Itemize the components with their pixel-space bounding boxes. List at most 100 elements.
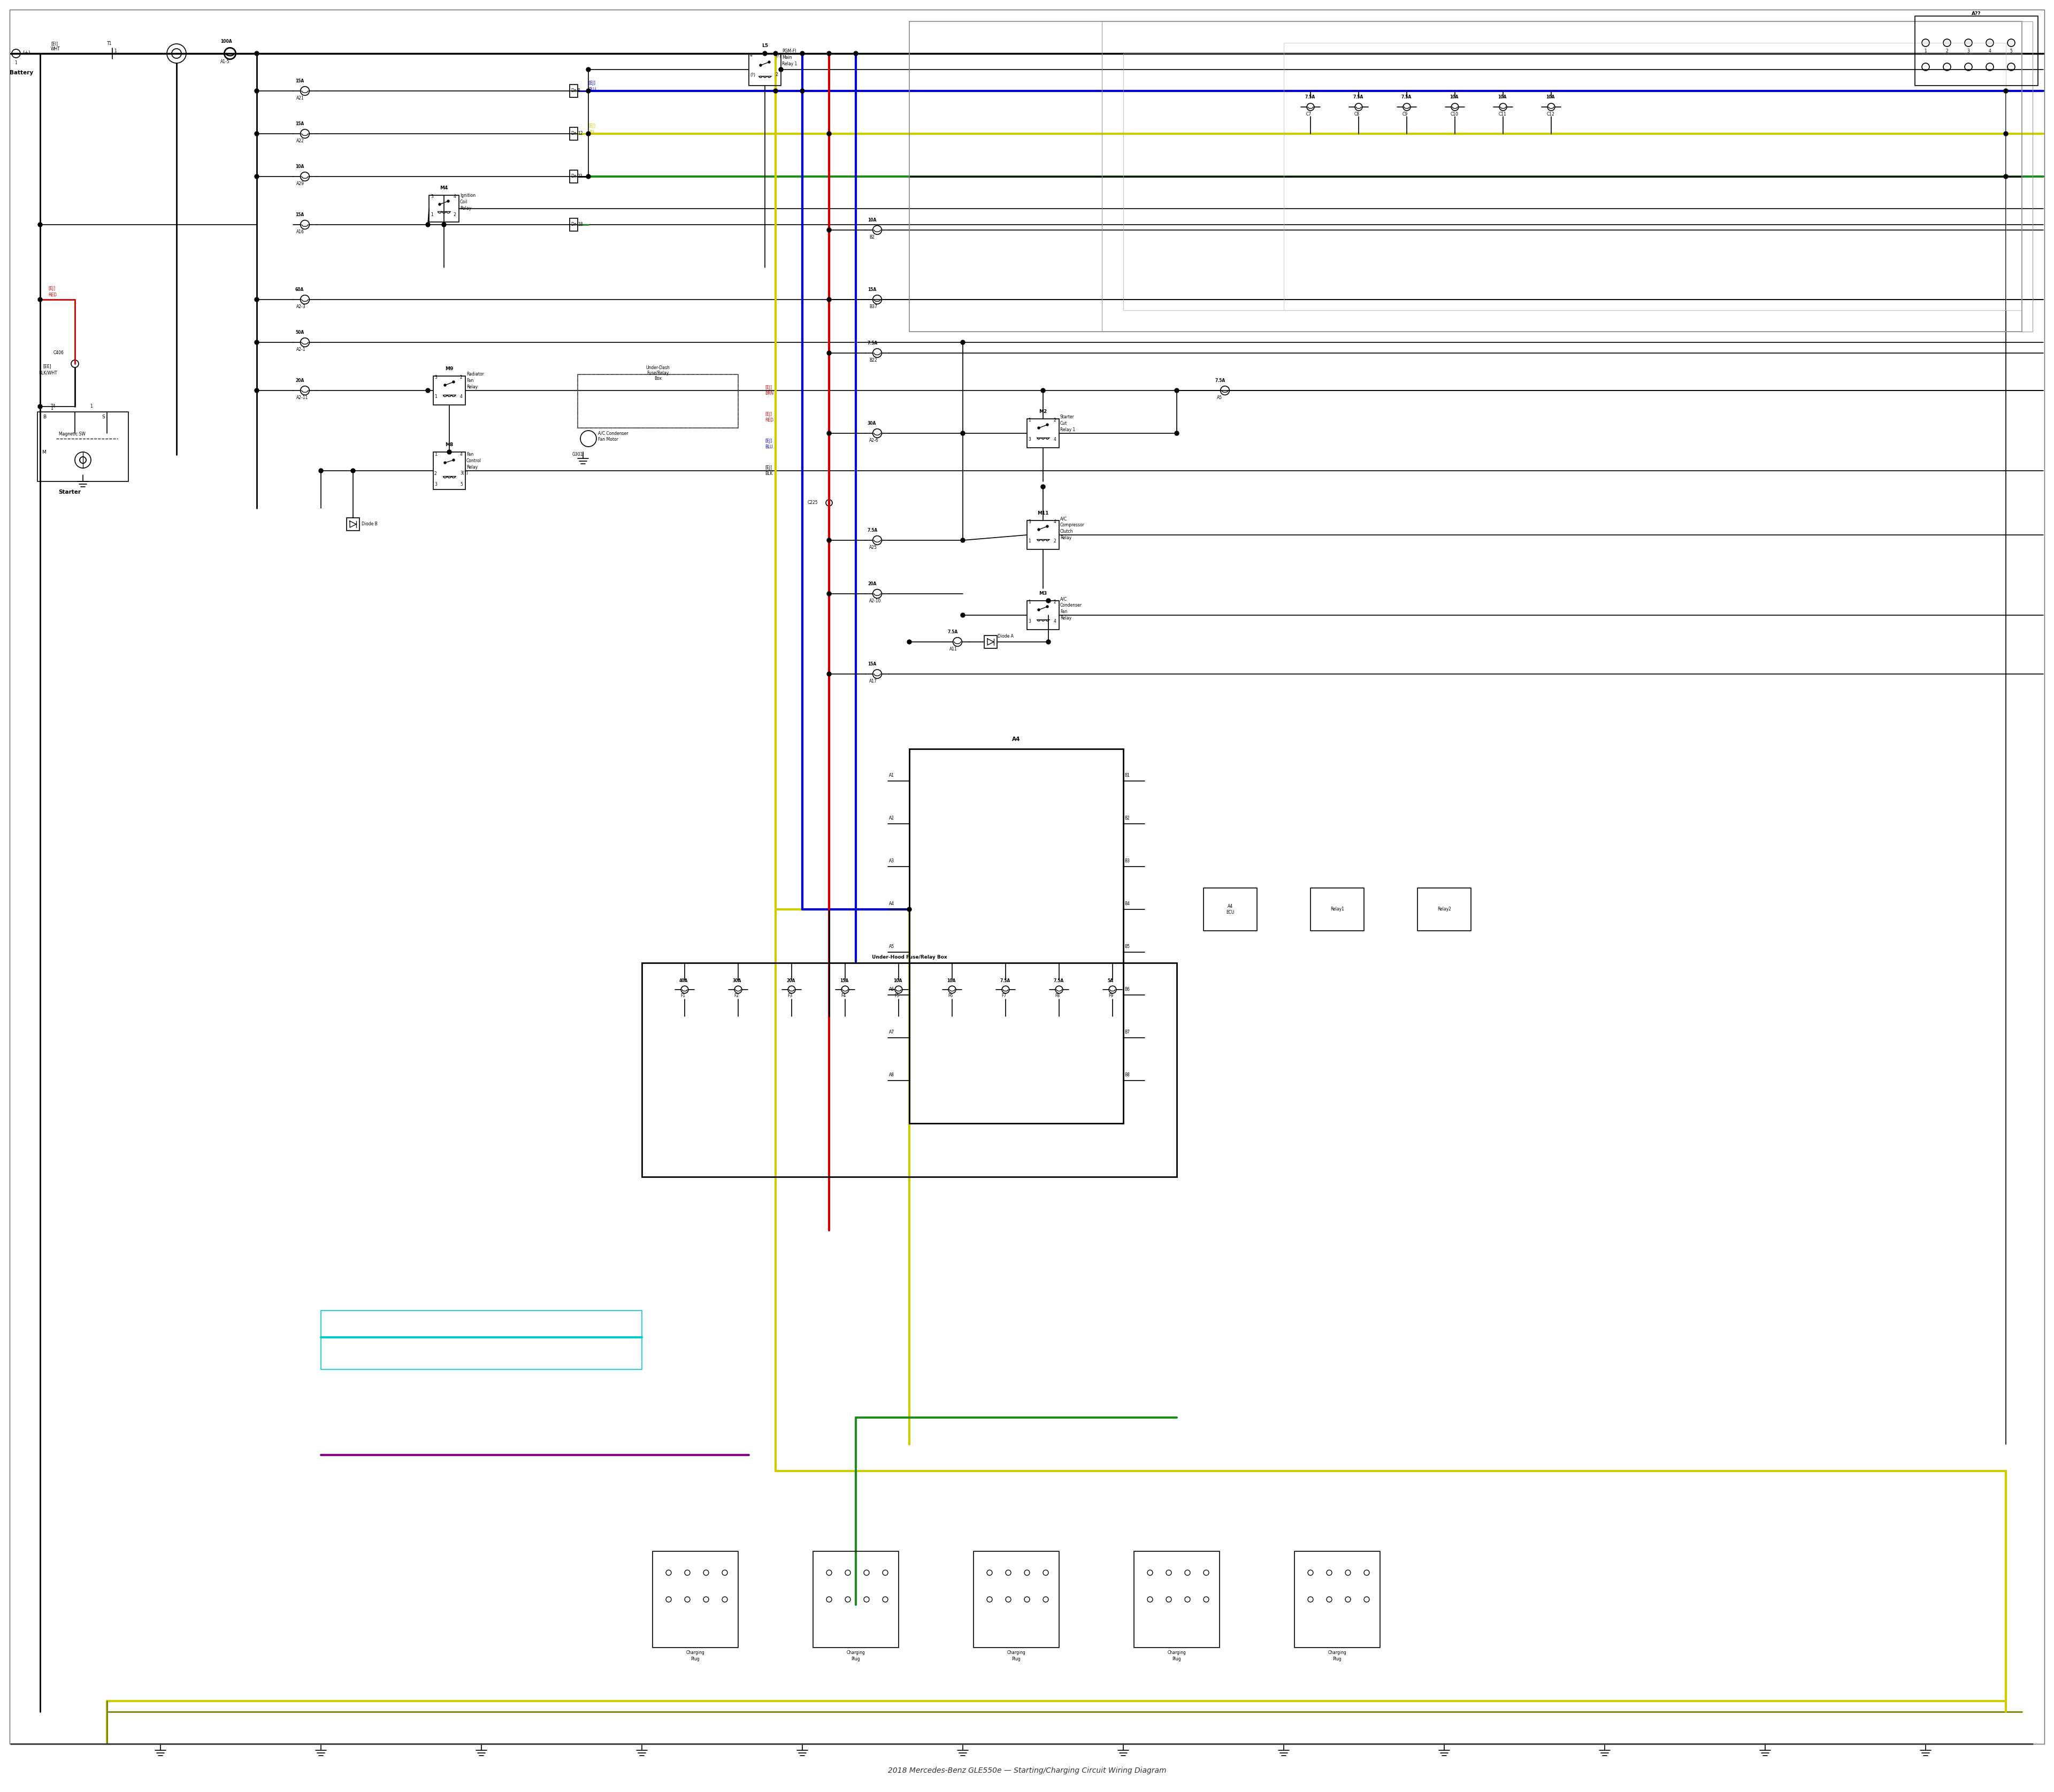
Text: F1: F1 (680, 993, 686, 998)
Text: 3: 3 (431, 195, 433, 199)
Circle shape (448, 201, 450, 202)
Text: [EJ]: [EJ] (587, 124, 596, 127)
Text: B6: B6 (1124, 987, 1130, 993)
Bar (569, 219, 577, 231)
Bar (429, 195, 458, 222)
Text: 12: 12 (577, 131, 583, 136)
Bar (1417, 889, 1471, 930)
Circle shape (2005, 174, 2009, 179)
Text: B8: B8 (1124, 1073, 1130, 1077)
Circle shape (1037, 426, 1039, 428)
Circle shape (255, 90, 259, 93)
Bar (1914, 16, 2038, 86)
Circle shape (425, 222, 429, 228)
Bar (569, 127, 577, 140)
Text: B2: B2 (869, 235, 875, 240)
Text: [EJ]
RED: [EJ] RED (764, 412, 774, 423)
Circle shape (255, 52, 259, 56)
Text: C7: C7 (1306, 113, 1313, 116)
Text: BLU: BLU (587, 88, 596, 91)
Circle shape (778, 68, 783, 72)
Text: Box: Box (653, 376, 661, 382)
Text: Radiator: Radiator (466, 373, 485, 376)
Text: B7: B7 (1124, 1030, 1130, 1034)
Text: M2: M2 (1039, 410, 1048, 414)
Circle shape (908, 907, 912, 912)
Circle shape (37, 405, 43, 409)
Circle shape (828, 297, 832, 301)
Text: A22: A22 (296, 138, 304, 143)
Text: 2: 2 (1054, 539, 1056, 543)
Text: 2018 Mercedes-Benz GLE550e — Starting/Charging Circuit Wiring Diagram: 2018 Mercedes-Benz GLE550e — Starting/Ch… (887, 1767, 1167, 1774)
Circle shape (1041, 389, 1045, 392)
Text: F3: F3 (787, 993, 793, 998)
Text: L5: L5 (762, 43, 768, 48)
Circle shape (37, 222, 43, 228)
Text: 2: 2 (1945, 48, 1949, 54)
Text: A2-3: A2-3 (296, 305, 306, 310)
Text: A4: A4 (889, 901, 893, 907)
Circle shape (828, 672, 832, 676)
Text: Charging: Charging (686, 1650, 705, 1656)
Circle shape (1045, 640, 1050, 643)
Text: Under-Hood Fuse/Relay Box: Under-Hood Fuse/Relay Box (871, 955, 947, 961)
Text: Relay: Relay (1060, 616, 1072, 620)
Text: 15A: 15A (296, 213, 304, 217)
Text: 20A: 20A (296, 378, 304, 383)
Text: Plug: Plug (1333, 1658, 1341, 1661)
Text: 10A: 10A (1547, 95, 1555, 100)
Text: C11: C11 (1499, 113, 1508, 116)
Text: B22: B22 (869, 358, 877, 364)
Text: C8: C8 (1354, 113, 1360, 116)
Text: Compressor: Compressor (1060, 523, 1085, 527)
Bar (320, 1310, 641, 1369)
Text: A5: A5 (1216, 396, 1222, 400)
Text: A??: A?? (1972, 11, 1982, 16)
Text: A6: A6 (889, 987, 893, 993)
Bar (1027, 419, 1060, 448)
Text: Relay: Relay (1060, 536, 1072, 541)
Text: A1-5: A1-5 (220, 59, 230, 65)
Circle shape (828, 591, 832, 597)
Text: A2-6: A2-6 (869, 439, 879, 443)
Circle shape (774, 52, 778, 56)
Circle shape (908, 640, 912, 643)
Text: Relay: Relay (466, 385, 479, 389)
Text: 10A: 10A (1450, 95, 1458, 100)
Circle shape (801, 52, 805, 56)
Text: C225: C225 (807, 500, 817, 505)
Text: Plug: Plug (1013, 1658, 1021, 1661)
Text: 2: 2 (460, 375, 462, 380)
Text: 1: 1 (1029, 539, 1031, 543)
Text: 15A: 15A (296, 122, 304, 127)
Text: F9: F9 (1109, 993, 1113, 998)
Text: A17: A17 (869, 679, 877, 685)
Text: 15A: 15A (867, 661, 877, 667)
Text: 2: 2 (454, 213, 456, 217)
Text: A/C: A/C (1060, 597, 1068, 602)
Text: F7: F7 (1002, 993, 1006, 998)
Text: 1: 1 (1029, 600, 1031, 604)
Text: 40A: 40A (680, 978, 688, 984)
Text: 4: 4 (1988, 48, 1990, 54)
Text: 5: 5 (460, 482, 462, 486)
Text: 1: 1 (113, 48, 117, 54)
Text: 3: 3 (1029, 437, 1031, 443)
Text: B: B (43, 414, 45, 419)
Text: A11: A11 (949, 647, 957, 652)
Circle shape (760, 65, 762, 66)
Bar (347, 518, 359, 530)
Bar (1027, 600, 1060, 629)
Text: A2-11: A2-11 (296, 396, 308, 400)
Text: G301: G301 (573, 452, 583, 457)
Text: 50A: 50A (296, 330, 304, 335)
Text: 30A: 30A (867, 421, 877, 426)
Text: 2: 2 (1054, 418, 1056, 423)
Text: A2: A2 (889, 815, 893, 821)
Circle shape (425, 389, 429, 392)
Circle shape (762, 52, 766, 56)
Text: 4: 4 (460, 452, 462, 457)
Text: WHT: WHT (51, 47, 60, 52)
Text: 100A: 100A (220, 39, 232, 45)
Text: 1: 1 (1029, 418, 1031, 423)
